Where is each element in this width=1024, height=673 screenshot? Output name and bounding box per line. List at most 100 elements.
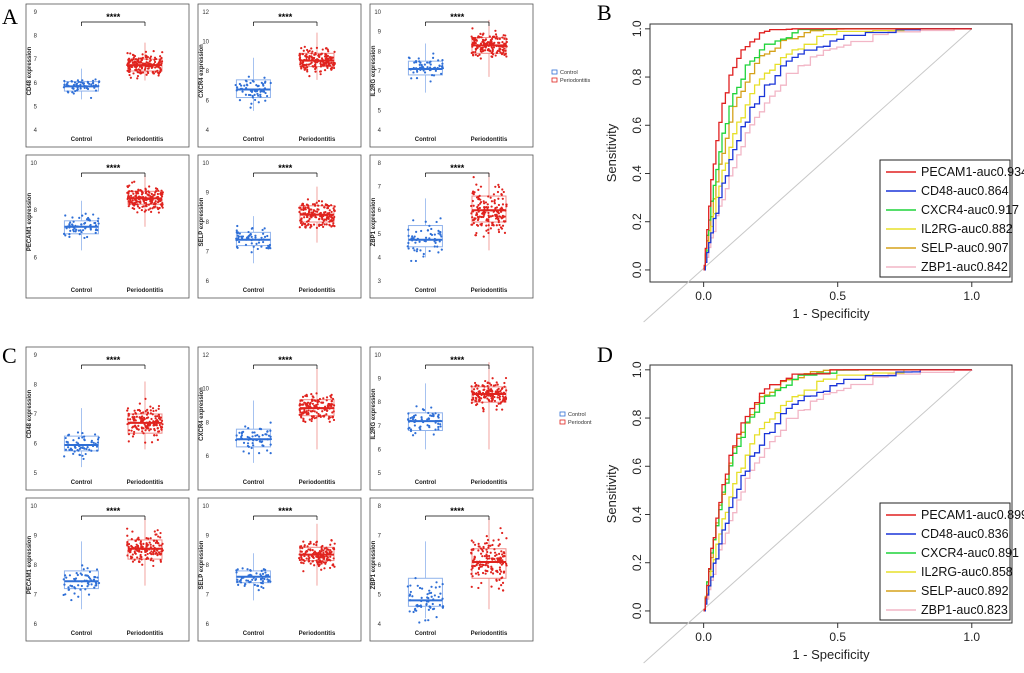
point-periodontitis xyxy=(331,411,334,414)
point-control xyxy=(253,431,256,434)
legend-swatch-periodontitis xyxy=(559,419,566,425)
point-control xyxy=(70,223,74,226)
point-periodontitis xyxy=(490,399,493,403)
point-periodontitis xyxy=(298,413,301,416)
point-periodontitis xyxy=(470,223,473,226)
point-periodontitis xyxy=(156,69,159,72)
point-periodontitis xyxy=(495,408,498,411)
point-control xyxy=(79,229,82,232)
point-periodontitis xyxy=(313,564,316,567)
point-periodontitis xyxy=(497,544,500,547)
point-periodontitis xyxy=(312,65,315,68)
point-periodontitis xyxy=(305,557,308,560)
point-periodontitis xyxy=(476,403,479,406)
point-periodontitis xyxy=(127,429,131,432)
point-control xyxy=(244,243,248,246)
point-periodontitis xyxy=(483,388,486,391)
point-control xyxy=(81,79,84,82)
y-tick-label: 7 xyxy=(34,593,38,599)
point-periodontitis xyxy=(127,440,130,443)
point-periodontitis xyxy=(475,213,478,217)
y-tick-label: 8 xyxy=(34,34,38,40)
point-periodontitis xyxy=(474,234,478,237)
point-control xyxy=(431,56,435,59)
point-periodontitis xyxy=(477,390,480,393)
point-periodontitis xyxy=(325,204,328,207)
point-periodontitis xyxy=(154,541,158,545)
boxplot-selp: 6 7 8 9 10 SELP expression Control Periodontiti… xyxy=(197,497,362,642)
point-control xyxy=(411,235,414,238)
point-control xyxy=(432,433,435,436)
point-periodontitis xyxy=(485,229,488,232)
point-control xyxy=(75,572,78,575)
point-periodontitis xyxy=(504,376,508,380)
point-periodontitis xyxy=(301,547,304,550)
point-control xyxy=(437,428,440,431)
point-periodontitis xyxy=(328,403,331,406)
legend-swatch-periodontitis xyxy=(551,77,558,83)
point-periodontitis xyxy=(482,410,485,413)
point-periodontitis xyxy=(159,69,162,72)
point-periodontitis xyxy=(126,409,129,412)
point-control xyxy=(245,579,248,582)
point-periodontitis xyxy=(303,216,306,219)
point-periodontitis xyxy=(141,563,144,566)
point-control xyxy=(422,255,425,258)
point-periodontitis xyxy=(484,569,487,572)
point-periodontitis xyxy=(149,537,152,540)
point-control xyxy=(86,567,89,570)
point-periodontitis xyxy=(157,542,160,545)
point-periodontitis xyxy=(490,571,493,574)
y-tick-label: 7 xyxy=(378,534,382,540)
point-control xyxy=(411,595,414,598)
point-periodontitis xyxy=(494,554,497,557)
point-control xyxy=(440,235,443,238)
point-control xyxy=(258,440,261,443)
point-periodontitis xyxy=(315,216,318,219)
point-control xyxy=(440,72,443,76)
point-periodontitis xyxy=(142,205,145,208)
point-periodontitis xyxy=(309,401,312,404)
y-tick-label: 0.8 xyxy=(630,409,644,426)
point-control xyxy=(64,214,67,217)
roc-curve-cd48 xyxy=(703,369,972,612)
point-control xyxy=(423,63,427,66)
point-periodontitis xyxy=(130,538,133,541)
point-periodontitis xyxy=(498,568,502,571)
point-control xyxy=(429,414,432,417)
point-control xyxy=(242,450,245,453)
boxplot-cd48: 5 6 7 8 9 CD48 expression Control Periodontitis… xyxy=(25,346,190,491)
point-periodontitis xyxy=(493,548,496,551)
y-tick-label: 5 xyxy=(378,232,382,238)
point-periodontitis xyxy=(501,36,504,39)
point-periodontitis xyxy=(127,57,131,60)
x-category-label: Periodontitis xyxy=(127,631,164,637)
point-periodontitis xyxy=(308,75,311,78)
point-periodontitis xyxy=(483,385,486,388)
point-control xyxy=(259,581,263,584)
point-control xyxy=(434,421,437,424)
point-periodontitis xyxy=(126,534,129,537)
point-periodontitis xyxy=(486,206,490,209)
point-control xyxy=(263,577,266,581)
point-periodontitis xyxy=(487,544,490,547)
point-periodontitis xyxy=(490,40,493,43)
point-periodontitis xyxy=(157,407,160,410)
point-periodontitis xyxy=(138,408,141,412)
point-periodontitis xyxy=(481,563,484,566)
y-tick-label: 4 xyxy=(206,128,210,134)
point-control xyxy=(269,452,272,455)
x-category-label: Periodontitis xyxy=(127,137,164,143)
point-control xyxy=(433,233,436,236)
point-control xyxy=(418,621,421,624)
point-periodontitis xyxy=(504,395,507,399)
point-periodontitis xyxy=(149,56,152,60)
point-control xyxy=(262,586,265,590)
point-periodontitis xyxy=(149,412,152,415)
point-periodontitis xyxy=(325,396,329,399)
point-control xyxy=(406,585,409,588)
point-control xyxy=(429,591,433,595)
point-periodontitis xyxy=(320,550,323,553)
point-periodontitis xyxy=(302,562,305,565)
point-control xyxy=(78,447,82,450)
